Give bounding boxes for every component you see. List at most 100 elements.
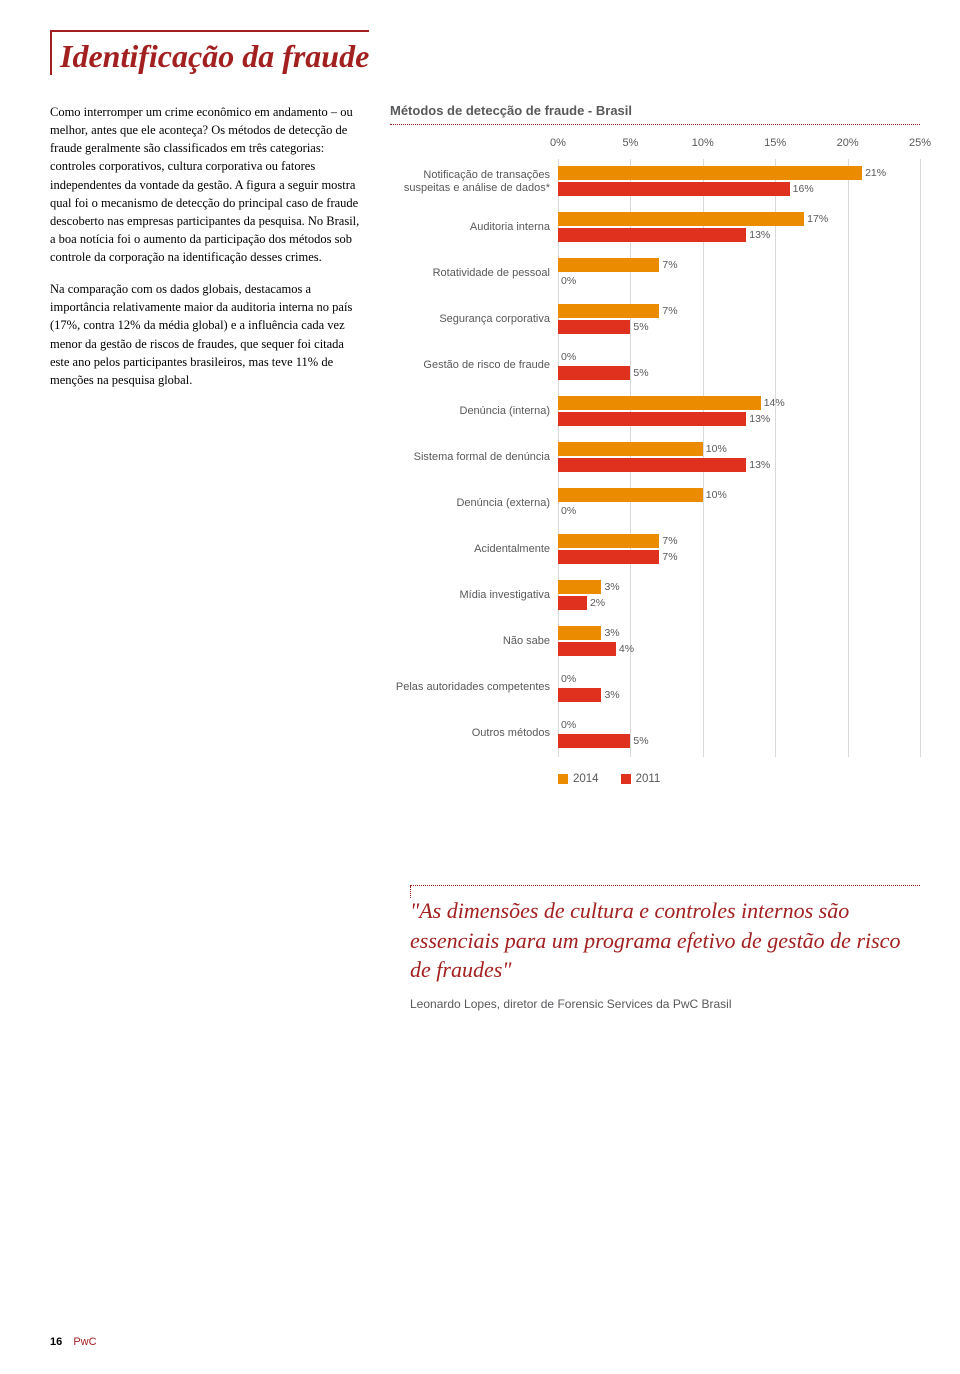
bar-value-label: 3% — [604, 581, 619, 593]
bar-row: 7% 5% — [558, 297, 920, 343]
quote-block: "As dimensões de cultura e controles int… — [410, 885, 920, 1011]
bar-value-label: 21% — [865, 167, 886, 179]
bar-row: 21% 16% — [558, 159, 920, 205]
bar-row: 0% 3% — [558, 665, 920, 711]
chart-legend: 2014 2011 — [558, 773, 920, 785]
x-tick: 0% — [550, 137, 566, 149]
y-axis-label: Gestão de risco de fraude — [390, 343, 558, 389]
bar-value-label: 4% — [619, 643, 634, 655]
bar-chart: Notificação de transações suspeitas e an… — [390, 137, 920, 785]
y-axis-label: Denúncia (interna) — [390, 389, 558, 435]
page-number: 16 — [50, 1336, 62, 1348]
bar-2014 — [558, 626, 601, 640]
bar-value-label: 13% — [749, 459, 770, 471]
y-axis-label: Pelas autoridades competentes — [390, 665, 558, 711]
bar-value-label: 7% — [662, 305, 677, 317]
legend-label-2011: 2011 — [636, 773, 661, 785]
bar-row: 3%4% — [558, 619, 920, 665]
chart-area: Notificação de transações suspeitas e an… — [390, 137, 920, 757]
chart-x-axis: 0%5%10%15%20%25% — [558, 137, 920, 159]
body-paragraph-1: Como interromper um crime econômico em a… — [50, 103, 360, 266]
bar-2014 — [558, 488, 703, 502]
bar-2014 — [558, 442, 703, 456]
bar-value-label: 10% — [706, 489, 727, 501]
quote-text: "As dimensões de cultura e controles int… — [410, 896, 920, 985]
chart-column: Métodos de detecção de fraude - Brasil N… — [390, 103, 920, 785]
chart-plot-area: 0%5%10%15%20%25% 21%16%17%13%7%0%7%5%0%5… — [558, 137, 920, 757]
bar-row: 17% 13% — [558, 205, 920, 251]
quote-rule-tick — [410, 886, 411, 898]
bar-row: 3%2% — [558, 573, 920, 619]
bar-row: 7% 0% — [558, 251, 920, 297]
page-footer: 16 PwC — [50, 1336, 97, 1348]
chart-title: Métodos de detecção de fraude - Brasil — [390, 103, 920, 118]
bar-value-label: 7% — [662, 259, 677, 271]
footer-brand: PwC — [73, 1336, 96, 1348]
bar-value-label: 7% — [662, 535, 677, 547]
bar-2014 — [558, 580, 601, 594]
y-axis-label: Denúncia (externa) — [390, 481, 558, 527]
bar-value-label: 3% — [604, 689, 619, 701]
legend-item-2011: 2011 — [621, 773, 661, 785]
bar-value-label: 17% — [807, 213, 828, 225]
bar-2011 — [558, 734, 630, 748]
bar-row: 0% 5% — [558, 343, 920, 389]
bar-2011 — [558, 320, 630, 334]
y-axis-label: Acidentalmente — [390, 527, 558, 573]
x-tick: 20% — [837, 137, 859, 149]
legend-swatch-2014 — [558, 774, 568, 784]
bar-2014 — [558, 212, 804, 226]
y-axis-label: Mídia investigativa — [390, 573, 558, 619]
quote-attribution: Leonardo Lopes, diretor de Forensic Serv… — [410, 997, 920, 1011]
y-axis-label: Rotatividade de pessoal — [390, 251, 558, 297]
y-axis-label: Sistema formal de denúncia — [390, 435, 558, 481]
title-rule: Identificação da fraude — [50, 30, 369, 75]
gridline — [920, 159, 921, 757]
bar-value-label: 0% — [561, 351, 576, 363]
bar-2014 — [558, 304, 659, 318]
bar-2011 — [558, 688, 601, 702]
page-root: Identificação da fraude Como interromper… — [0, 0, 960, 1051]
bar-row: 10% 0% — [558, 481, 920, 527]
bar-2014 — [558, 534, 659, 548]
bar-row: 10%13% — [558, 435, 920, 481]
bar-value-label: 7% — [662, 551, 677, 563]
bar-value-label: 5% — [633, 367, 648, 379]
y-axis-label: Não sabe — [390, 619, 558, 665]
bar-value-label: 13% — [749, 229, 770, 241]
two-column-layout: Como interromper um crime econômico em a… — [50, 103, 920, 785]
y-axis-label: Outros métodos — [390, 711, 558, 757]
legend-item-2014: 2014 — [558, 773, 599, 785]
bar-2011 — [558, 366, 630, 380]
bar-2011 — [558, 596, 587, 610]
y-axis-label: Segurança corporativa — [390, 297, 558, 343]
bar-2011 — [558, 412, 746, 426]
bar-value-label: 5% — [633, 321, 648, 333]
body-text-column: Como interromper um crime econômico em a… — [50, 103, 360, 403]
x-tick: 5% — [622, 137, 638, 149]
body-paragraph-2: Na comparação com os dados globais, dest… — [50, 280, 360, 389]
bar-2011 — [558, 228, 746, 242]
bar-value-label: 0% — [561, 275, 576, 287]
y-axis-label: Auditoria interna — [390, 205, 558, 251]
bar-2014 — [558, 396, 761, 410]
chart-y-axis-labels: Notificação de transações suspeitas e an… — [390, 137, 558, 757]
bar-2014 — [558, 258, 659, 272]
bar-value-label: 16% — [793, 183, 814, 195]
legend-label-2014: 2014 — [573, 773, 599, 785]
bar-value-label: 14% — [764, 397, 785, 409]
bar-value-label: 5% — [633, 735, 648, 747]
page-title: Identificação da fraude — [60, 38, 369, 75]
bar-value-label: 0% — [561, 673, 576, 685]
x-tick: 10% — [692, 137, 714, 149]
y-axis-label: Notificação de transações suspeitas e an… — [390, 159, 558, 205]
bar-value-label: 2% — [590, 597, 605, 609]
bar-row: 7%7% — [558, 527, 920, 573]
bar-value-label: 3% — [604, 627, 619, 639]
x-tick: 25% — [909, 137, 931, 149]
bar-value-label: 0% — [561, 505, 576, 517]
bar-2014 — [558, 166, 862, 180]
bar-value-label: 0% — [561, 719, 576, 731]
bar-value-label: 13% — [749, 413, 770, 425]
bar-2011 — [558, 550, 659, 564]
